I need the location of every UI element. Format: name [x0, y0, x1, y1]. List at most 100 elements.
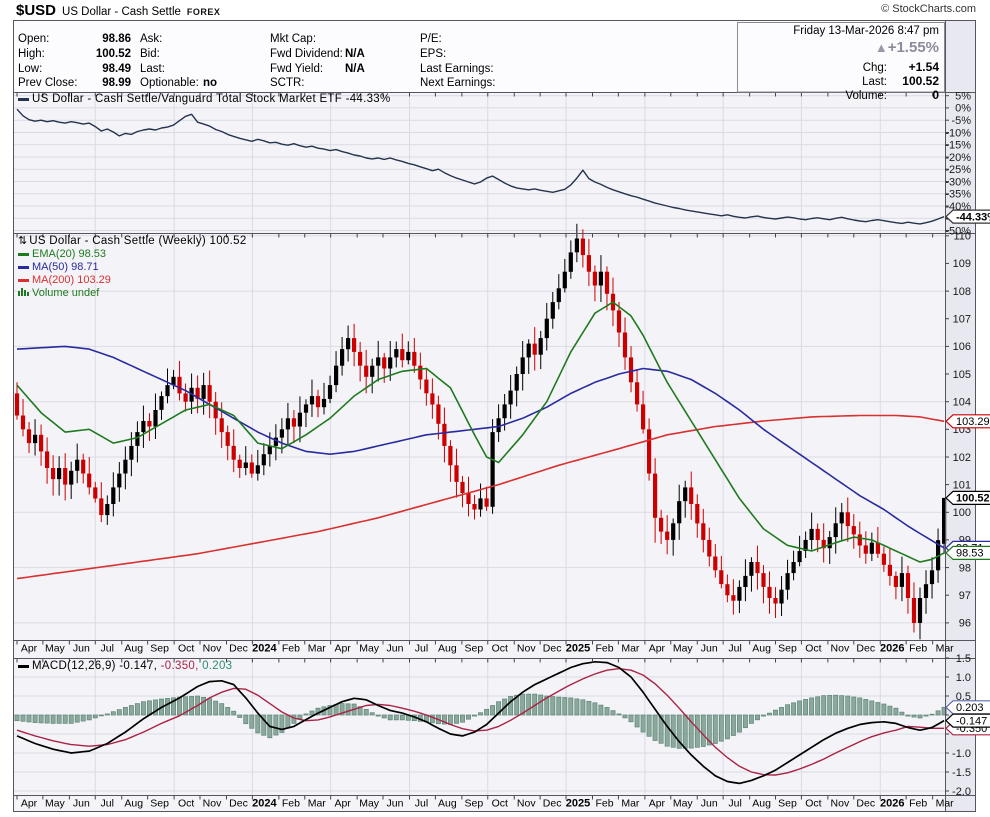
svg-text:97: 97 [959, 590, 971, 602]
svg-text:Nov: Nov [203, 798, 222, 810]
svg-text:Sep: Sep [465, 798, 484, 810]
svg-text:Apr: Apr [649, 798, 666, 810]
svg-text:Feb: Feb [595, 798, 613, 810]
titlebar: $USD US Dollar - Cash Settle FOREX © Stock… [0, 0, 990, 20]
volume-row: Volume: 0 [845, 88, 939, 102]
svg-text:2026: 2026 [880, 643, 904, 655]
svg-text:101: 101 [953, 479, 971, 491]
svg-text:100.52: 100.52 [956, 493, 990, 505]
svg-text:2025: 2025 [566, 643, 590, 655]
svg-text:Sep: Sep [150, 798, 169, 810]
svg-text:-20%: -20% [945, 152, 971, 164]
svg-text:Dec: Dec [856, 643, 875, 655]
quote-label: High: [18, 48, 45, 60]
svg-text:Oct: Oct [492, 643, 508, 655]
svg-text:Dec: Dec [856, 798, 875, 810]
candlestick-series[interactable] [14, 223, 947, 640]
svg-text:Jul: Jul [415, 643, 428, 655]
svg-text:98.53: 98.53 [956, 548, 984, 560]
svg-text:0.5: 0.5 [956, 691, 971, 703]
last-row: Last: 100.52 [862, 74, 939, 88]
svg-text:-35%: -35% [945, 189, 971, 201]
quote-value: no [203, 77, 218, 89]
svg-text:Jul: Jul [728, 798, 741, 810]
svg-text:Feb: Feb [282, 643, 300, 655]
symbol-name: US Dollar - Cash Settle [62, 6, 181, 18]
svg-text:1.0: 1.0 [956, 672, 971, 684]
quote-label: Optionable: [140, 77, 199, 89]
svg-text:Nov: Nov [517, 643, 536, 655]
svg-text:Oct: Oct [178, 643, 194, 655]
svg-text:Jun: Jun [387, 798, 404, 810]
svg-text:May: May [45, 798, 66, 810]
quote-label: Last: [140, 63, 165, 75]
quote-value: N/A [345, 63, 365, 75]
quote-value: 98.86 [102, 33, 131, 45]
svg-text:-10%: -10% [945, 127, 971, 139]
svg-text:-1.0: -1.0 [952, 748, 971, 760]
svg-text:96: 96 [959, 618, 971, 630]
quote-label: Low: [18, 63, 43, 75]
svg-text:2026: 2026 [880, 798, 904, 810]
svg-text:5%: 5% [955, 91, 971, 103]
svg-text:Aug: Aug [124, 643, 143, 655]
quote-label: Prev Close: [18, 77, 78, 89]
svg-text:Aug: Aug [752, 643, 771, 655]
svg-text:Oct: Oct [178, 798, 194, 810]
svg-text:May: May [359, 643, 380, 655]
ratio-line-series[interactable] [16, 108, 945, 225]
svg-text:-5%: -5% [951, 115, 971, 127]
quote-value: 100.52 [95, 48, 131, 60]
percent-change: ▲+1.55% [874, 39, 939, 56]
svg-text:Mar: Mar [936, 798, 955, 810]
svg-text:105: 105 [953, 369, 971, 381]
svg-text:Jun: Jun [701, 798, 718, 810]
svg-text:Nov: Nov [203, 643, 222, 655]
up-triangle-icon: ▲ [874, 40, 888, 55]
svg-text:Apr: Apr [334, 643, 351, 655]
quote-value: N/A [345, 48, 365, 60]
svg-text:Sep: Sep [150, 643, 169, 655]
svg-text:Feb: Feb [282, 798, 300, 810]
svg-text:107: 107 [953, 314, 971, 326]
svg-text:106: 106 [953, 341, 971, 353]
svg-text:Dec: Dec [543, 643, 562, 655]
svg-text:-0.147: -0.147 [956, 715, 987, 727]
quote-label: Bid: [140, 48, 160, 60]
svg-text:Apr: Apr [21, 643, 38, 655]
quote-label: Last Earnings: [420, 63, 494, 75]
svg-text:Mar: Mar [621, 643, 640, 655]
macd-series[interactable] [14, 660, 947, 785]
svg-text:-30%: -30% [945, 176, 971, 188]
svg-text:Feb: Feb [909, 643, 927, 655]
quote-label: EPS: [420, 48, 447, 60]
svg-text:Sep: Sep [778, 798, 797, 810]
svg-text:-50%: -50% [945, 225, 971, 237]
svg-text:100: 100 [953, 507, 971, 519]
svg-text:Jul: Jul [101, 643, 114, 655]
svg-text:Nov: Nov [831, 798, 850, 810]
change-row: Chg: +1.54 [862, 60, 939, 74]
quote-label: Ask: [140, 33, 163, 45]
panel-borders [13, 20, 976, 812]
svg-text:-44.33%: -44.33% [956, 211, 990, 223]
svg-text:110: 110 [953, 231, 971, 243]
quote-summary-box: Friday 13-Mar-2026 8:47 pm ▲+1.55% Chg: +… [737, 22, 945, 102]
svg-text:Oct: Oct [492, 798, 508, 810]
quote-label: Next Earnings: [420, 77, 496, 89]
quote-value: 98.99 [102, 77, 131, 89]
svg-text:104: 104 [953, 397, 971, 409]
svg-text:Dec: Dec [229, 798, 248, 810]
svg-text:Aug: Aug [752, 798, 771, 810]
svg-text:Mar: Mar [308, 643, 327, 655]
exchange-label: FOREX [186, 7, 221, 17]
svg-text:Feb: Feb [909, 798, 927, 810]
svg-text:-2.0: -2.0 [952, 786, 971, 798]
svg-text:Oct: Oct [805, 798, 821, 810]
svg-text:Dec: Dec [229, 643, 248, 655]
quote-label: Mkt Cap: [270, 33, 317, 45]
svg-text:1.5: 1.5 [956, 653, 971, 665]
svg-text:103.29: 103.29 [956, 416, 990, 428]
svg-text:Aug: Aug [438, 643, 457, 655]
